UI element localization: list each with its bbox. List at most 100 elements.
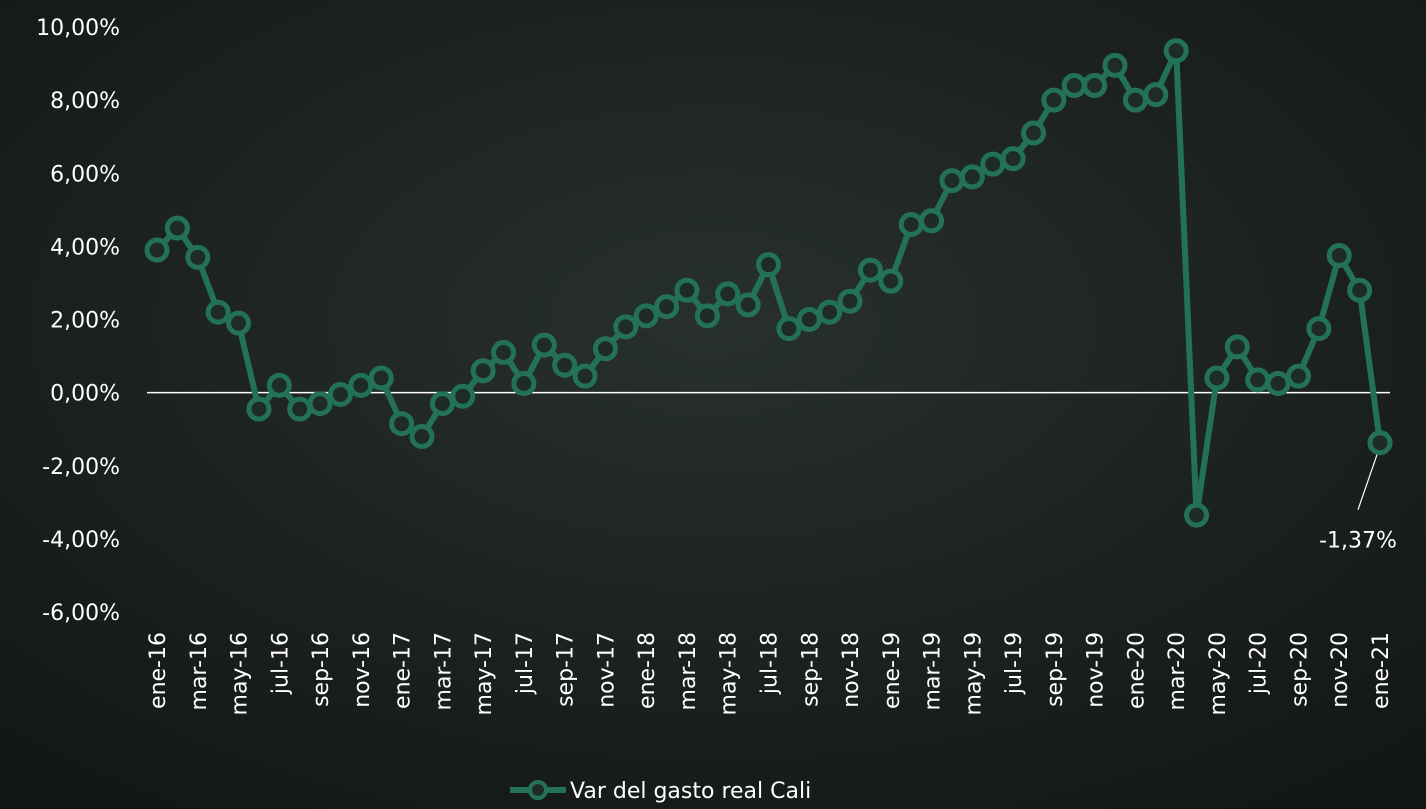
x-tick-label: may-20 — [1206, 632, 1231, 715]
marker — [1163, 38, 1189, 64]
marker — [450, 383, 476, 409]
marker — [1020, 120, 1046, 146]
data-label: -1,37% — [1319, 529, 1397, 554]
marker — [817, 299, 843, 325]
marker — [1000, 146, 1026, 172]
x-tick-label: ene-20 — [1124, 632, 1149, 709]
marker — [491, 339, 517, 365]
marker — [470, 358, 496, 384]
x-tick-label: ene-16 — [146, 632, 171, 709]
marker — [511, 370, 537, 396]
marker — [980, 151, 1006, 177]
marker — [796, 307, 822, 332]
marker — [1224, 334, 1250, 360]
x-tick-label: nov-16 — [350, 632, 375, 708]
marker — [654, 294, 680, 320]
x-tick-label: may-17 — [472, 632, 497, 715]
x-tick-label: jul-16 — [268, 632, 293, 695]
marker — [1245, 367, 1271, 393]
marker — [613, 314, 639, 340]
x-tick-label: ene-21 — [1369, 632, 1394, 709]
legend-marker — [528, 780, 548, 800]
marker — [1061, 73, 1087, 98]
marker — [633, 303, 659, 329]
marker — [1102, 52, 1128, 78]
x-tick-label: may-18 — [717, 632, 742, 715]
x-tick-label: jul-18 — [758, 632, 783, 695]
marker — [327, 381, 353, 407]
marker — [715, 281, 741, 307]
marker — [939, 168, 965, 194]
marker — [1122, 87, 1148, 113]
marker — [572, 363, 598, 389]
y-tick-label: 0,00% — [50, 382, 120, 407]
marker — [1367, 430, 1393, 456]
x-tick-label: jul-17 — [513, 632, 538, 695]
x-tick-label: nov-20 — [1328, 632, 1353, 708]
marker — [368, 365, 394, 391]
x-tick-label: mar-18 — [676, 632, 701, 710]
y-tick-label: -2,00% — [42, 455, 120, 480]
marker — [429, 391, 455, 417]
y-tick-label: -6,00% — [42, 601, 120, 626]
x-tick-label: may-19 — [961, 632, 986, 715]
marker — [878, 268, 904, 294]
marker — [266, 372, 292, 398]
marker — [1326, 243, 1352, 269]
x-tick-label: sep-19 — [1043, 632, 1068, 707]
marker — [287, 396, 313, 422]
marker — [1285, 363, 1311, 389]
marker — [1347, 277, 1373, 303]
x-tick-label: mar-17 — [431, 632, 456, 710]
x-tick-label: jul-20 — [1247, 632, 1272, 695]
marker — [307, 391, 333, 417]
x-tick-label: sep-17 — [554, 632, 579, 707]
marker — [959, 164, 985, 190]
marker — [1082, 73, 1108, 98]
x-tick-label: mar-19 — [921, 632, 946, 710]
y-tick-label: 10,00% — [36, 16, 120, 41]
x-tick-label: sep-16 — [309, 632, 334, 707]
marker — [898, 211, 924, 237]
x-tick-label: nov-19 — [1084, 632, 1109, 708]
marker — [694, 303, 720, 329]
marker — [1143, 82, 1169, 108]
x-tick-label: ene-17 — [391, 632, 416, 709]
marker — [776, 316, 802, 342]
marker — [348, 372, 374, 398]
x-tick-label: nov-18 — [839, 632, 864, 708]
legend-label: Var del gasto real Cali — [570, 779, 811, 804]
marker — [185, 244, 211, 270]
x-tick-label: nov-17 — [594, 632, 619, 708]
y-tick-label: -4,00% — [42, 528, 120, 553]
x-tick-label: may-16 — [228, 632, 253, 715]
marker — [857, 257, 883, 283]
marker — [919, 208, 945, 234]
marker — [1184, 502, 1210, 528]
marker — [164, 215, 190, 241]
marker — [1306, 316, 1332, 342]
marker — [592, 336, 618, 362]
marker — [389, 411, 415, 437]
marker — [246, 396, 272, 422]
x-tick-label: ene-18 — [635, 632, 660, 709]
y-tick-label: 6,00% — [50, 162, 120, 187]
y-tick-label: 4,00% — [50, 235, 120, 260]
marker — [552, 352, 578, 378]
marker — [674, 277, 700, 303]
marker — [735, 292, 761, 318]
marker — [205, 299, 231, 325]
y-tick-label: 2,00% — [50, 309, 120, 334]
marker — [837, 288, 863, 314]
marker — [1204, 365, 1230, 391]
marker — [531, 332, 557, 358]
x-tick-label: mar-20 — [1165, 632, 1190, 710]
x-tick-label: sep-18 — [798, 632, 823, 707]
y-tick-label: 8,00% — [50, 89, 120, 114]
x-tick-label: ene-19 — [880, 632, 905, 709]
x-tick-label: sep-20 — [1287, 632, 1312, 707]
marker — [1041, 87, 1067, 113]
marker — [756, 252, 781, 278]
